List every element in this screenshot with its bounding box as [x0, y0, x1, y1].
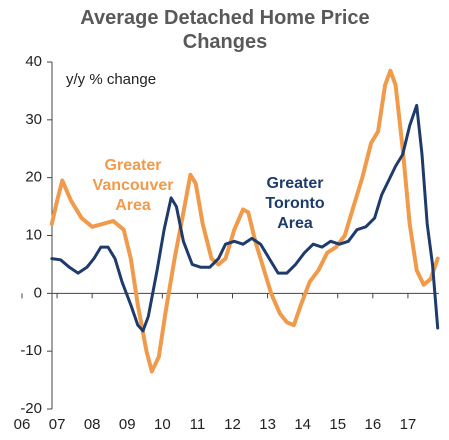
series-line: [49, 68, 440, 374]
series-label: Greater Toronto Area: [265, 175, 325, 232]
y-tick-label: 20: [25, 169, 42, 186]
series-label: Greater Vancouver Area: [92, 157, 174, 214]
y-tick-label: -20: [20, 400, 42, 417]
x-tick-label: 10: [154, 416, 171, 433]
x-tick-label: 08: [84, 416, 101, 433]
x-tick-label: 09: [119, 416, 136, 433]
y-tick-label: 0: [34, 284, 42, 301]
x-tick-label: 13: [259, 416, 276, 433]
y-axis-label: y/y % change: [66, 71, 156, 88]
x-tick-label: 15: [329, 416, 346, 433]
x-tick-label: 12: [224, 416, 241, 433]
x-tick-label: 07: [49, 416, 66, 433]
series-line: [50, 103, 440, 333]
y-tick-label: 30: [25, 111, 42, 128]
y-tick-label: -10: [20, 342, 42, 359]
x-tick-label: 06: [14, 416, 31, 433]
x-tick-label: 17: [400, 416, 417, 433]
x-tick-label: 11: [190, 416, 206, 433]
y-tick-label: 10: [25, 226, 42, 243]
chart-title: Average Detached Home Price Changes: [80, 7, 370, 53]
x-tick-label: 14: [294, 416, 311, 433]
x-tick-label: 16: [364, 416, 381, 433]
y-tick-label: 40: [25, 53, 42, 70]
